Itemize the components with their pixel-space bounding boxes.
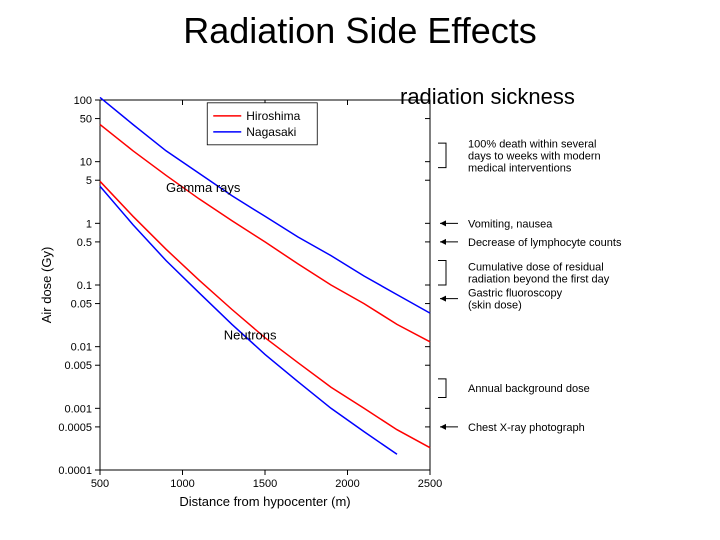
svg-text:50: 50 — [80, 114, 92, 126]
svg-text:0.0001: 0.0001 — [58, 465, 92, 477]
dose-distance-chart: 500 1000 1500 2000 2500 Distance from hypocen… — [35, 80, 695, 520]
svg-text:Nagasaki: Nagasaki — [246, 125, 296, 139]
svg-text:100: 100 — [74, 95, 92, 107]
svg-text:0.1: 0.1 — [77, 280, 92, 292]
svg-text:Hiroshima: Hiroshima — [246, 109, 300, 123]
svg-text:2500: 2500 — [418, 478, 442, 490]
svg-text:Cumulative dose of residual: Cumulative dose of residual — [468, 262, 604, 274]
svg-text:10: 10 — [80, 157, 92, 169]
svg-text:Distance from hypocenter (m): Distance from hypocenter (m) — [179, 494, 350, 509]
svg-text:1: 1 — [86, 218, 92, 230]
svg-text:2000: 2000 — [335, 478, 359, 490]
svg-text:1500: 1500 — [253, 478, 277, 490]
svg-text:100% death within several: 100% death within several — [468, 138, 596, 150]
svg-text:medical interventions: medical interventions — [468, 162, 572, 174]
svg-text:Decrease of lymphocyte counts: Decrease of lymphocyte counts — [468, 237, 622, 249]
svg-text:0.5: 0.5 — [77, 237, 92, 249]
svg-text:Chest X-ray photograph: Chest X-ray photograph — [468, 422, 585, 434]
svg-text:radiation beyond the first day: radiation beyond the first day — [468, 274, 610, 286]
svg-text:500: 500 — [91, 478, 109, 490]
svg-text:1000: 1000 — [170, 478, 194, 490]
svg-text:Vomiting, nausea: Vomiting, nausea — [468, 218, 553, 230]
svg-text:0.0005: 0.0005 — [58, 422, 92, 434]
slide-title: Radiation Side Effects — [0, 10, 720, 52]
svg-text:Gastric fluoroscopy: Gastric fluoroscopy — [468, 288, 563, 300]
svg-text:0.001: 0.001 — [64, 403, 92, 415]
svg-text:Air dose (Gy): Air dose (Gy) — [39, 247, 54, 324]
svg-text:0.05: 0.05 — [71, 299, 92, 311]
svg-text:days to weeks with modern: days to weeks with modern — [468, 150, 601, 162]
svg-text:Gamma rays: Gamma rays — [166, 180, 241, 195]
svg-text:0.01: 0.01 — [71, 342, 92, 354]
svg-text:0.005: 0.005 — [64, 360, 92, 372]
svg-text:5: 5 — [86, 175, 92, 187]
svg-text:Neutrons: Neutrons — [224, 328, 277, 343]
svg-text:Annual background dose: Annual background dose — [468, 383, 590, 395]
series-nagasaki-neutrons — [100, 186, 397, 454]
svg-text:(skin dose): (skin dose) — [468, 300, 522, 312]
